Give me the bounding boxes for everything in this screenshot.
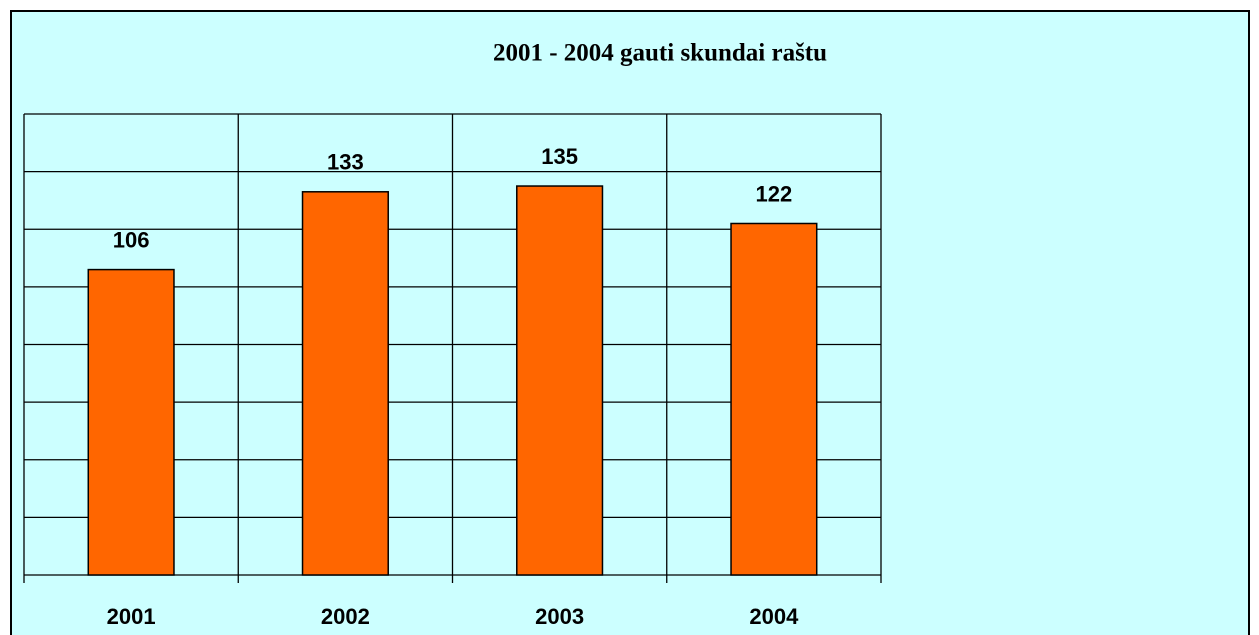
chart-frame (10, 10, 1250, 635)
bar (87, 268, 175, 576)
chart-title: 2001 - 2004 gauti skundai raštu (493, 40, 827, 67)
data-label: 133 (327, 150, 364, 175)
bar (516, 185, 604, 576)
data-label: 106 (113, 227, 150, 252)
x-tick-label: 2001 (107, 604, 156, 629)
data-label: 122 (756, 181, 793, 206)
x-tick-label: 2002 (321, 604, 370, 629)
x-tick-label: 2004 (749, 604, 799, 629)
data-label: 135 (541, 144, 578, 169)
bar (301, 191, 389, 576)
bar (730, 222, 818, 576)
x-tick-label: 2003 (535, 604, 584, 629)
